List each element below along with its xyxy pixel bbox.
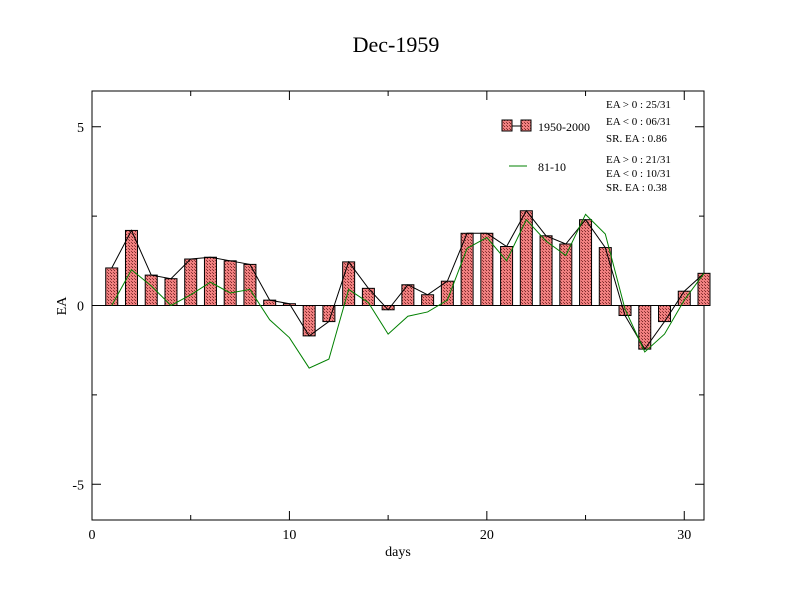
legend-bars-stat-pos: EA > 0 : 25/31: [606, 99, 671, 111]
bar-day-1: [105, 267, 119, 306]
bar-day-5: [184, 258, 198, 306]
x-tick-label-0: 0: [89, 528, 96, 543]
x-tick-label-30: 30: [677, 528, 691, 543]
legend-bars-swatch-left: [501, 119, 513, 132]
bar-day-17: [421, 294, 435, 306]
bar-day-6: [203, 256, 217, 306]
bar-day-26: [598, 247, 612, 306]
bar-day-13: [342, 261, 356, 307]
y-tick-label--5: -5: [72, 478, 84, 493]
bar-day-31: [697, 272, 711, 307]
legend-line-stat-pos: EA > 0 : 21/31: [606, 154, 671, 166]
bar-day-20: [480, 232, 494, 306]
lines-layer: [111, 209, 705, 369]
x-tick-label-10: 10: [282, 528, 296, 543]
legend: 1950-2000 EA > 0 : 25/31 EA < 0 : 06/31 …: [501, 99, 671, 194]
bar-day-18: [440, 280, 454, 307]
legend-entry-line: 81-10 EA > 0 : 21/31 EA < 0 : 10/31 SR. …: [509, 154, 671, 194]
ticks-layer: 0 10 20 30 -5 0 5: [72, 91, 704, 543]
legend-line-stat-sr: SR. EA : 0.38: [606, 182, 667, 194]
legend-line-label: 81-10: [538, 160, 566, 174]
bar-day-7: [223, 260, 237, 306]
bar-day-16: [401, 284, 415, 307]
legend-bars-stat-sr: SR. EA : 0.86: [606, 133, 667, 145]
series-line-1950-2000: [111, 209, 705, 351]
legend-bars-swatch-right: [520, 119, 532, 132]
bar-day-2: [124, 229, 138, 306]
y-tick-label-0: 0: [77, 300, 84, 315]
bar-day-11: [302, 305, 316, 337]
legend-bars-label: 1950-2000: [538, 120, 590, 134]
legend-entry-bars: 1950-2000 EA > 0 : 25/31 EA < 0 : 06/31 …: [501, 99, 671, 145]
bar-day-24: [559, 243, 573, 306]
bar-day-23: [539, 235, 553, 306]
legend-bars-stat-neg: EA < 0 : 06/31: [606, 116, 671, 128]
bars-layer: [92, 210, 711, 350]
bar-day-25: [579, 219, 593, 306]
series-line-81-10: [111, 213, 705, 369]
bar-day-29: [658, 305, 672, 323]
x-axis-label: days: [385, 545, 411, 560]
y-axis-label: EA: [55, 296, 70, 316]
chart-title: Dec-1959: [352, 32, 440, 57]
y-tick-label-5: 5: [77, 121, 84, 136]
legend-line-stat-neg: EA < 0 : 10/31: [606, 168, 671, 180]
x-tick-label-20: 20: [480, 528, 494, 543]
bar-day-8: [243, 263, 257, 307]
